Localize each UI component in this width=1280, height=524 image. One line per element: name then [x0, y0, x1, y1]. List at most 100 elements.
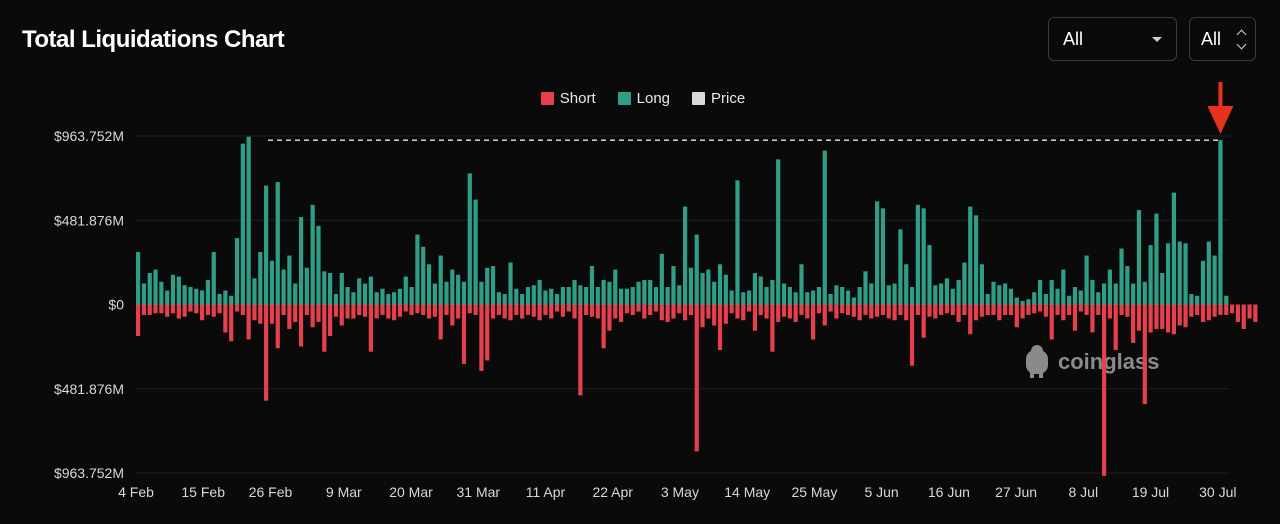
- bar-short-10[interactable]: [194, 304, 199, 314]
- bar-long-142[interactable]: [962, 262, 967, 305]
- bar-short-81[interactable]: [607, 304, 612, 331]
- bar-short-180[interactable]: [1183, 304, 1188, 328]
- bar-long-128[interactable]: [880, 208, 886, 305]
- bar-long-21[interactable]: [258, 252, 263, 305]
- bar-short-171[interactable]: [1131, 304, 1136, 343]
- bar-short-156[interactable]: [1043, 304, 1048, 317]
- bar-short-8[interactable]: [182, 304, 187, 317]
- bar-short-86[interactable]: [636, 304, 641, 312]
- bar-long-28[interactable]: [298, 217, 304, 305]
- bar-short-54[interactable]: [450, 304, 455, 326]
- bar-long-18[interactable]: [240, 143, 245, 305]
- bar-short-33[interactable]: [328, 304, 333, 336]
- bar-long-124[interactable]: [857, 287, 862, 305]
- bar-long-122[interactable]: [845, 290, 851, 305]
- bar-short-112[interactable]: [787, 304, 792, 319]
- bar-short-14[interactable]: [217, 304, 222, 314]
- bar-long-98[interactable]: [706, 269, 711, 305]
- bar-short-104[interactable]: [741, 304, 746, 321]
- bar-long-84[interactable]: [624, 288, 629, 305]
- bar-short-109[interactable]: [770, 304, 775, 352]
- bar-long-63[interactable]: [502, 294, 507, 305]
- bar-short-132[interactable]: [904, 304, 909, 321]
- bar-long-64[interactable]: [508, 262, 513, 305]
- bar-long-173[interactable]: [1142, 281, 1147, 305]
- bar-long-139[interactable]: [944, 278, 950, 305]
- bar-short-40[interactable]: [368, 304, 373, 352]
- bar-long-65[interactable]: [514, 288, 519, 305]
- bar-short-23[interactable]: [269, 304, 275, 324]
- bar-long-101[interactable]: [723, 274, 728, 305]
- bar-short-47[interactable]: [409, 304, 414, 315]
- bar-short-9[interactable]: [188, 304, 193, 312]
- bar-long-183[interactable]: [1200, 260, 1206, 305]
- bar-long-164[interactable]: [1090, 280, 1095, 305]
- bar-long-15[interactable]: [223, 290, 228, 305]
- bar-long-159[interactable]: [1061, 269, 1066, 305]
- bar-long-158[interactable]: [1055, 288, 1060, 305]
- bar-long-47[interactable]: [409, 287, 414, 305]
- bar-short-42[interactable]: [380, 304, 385, 315]
- bar-long-123[interactable]: [851, 297, 856, 305]
- bar-long-36[interactable]: [345, 287, 350, 305]
- legend-item-short[interactable]: Short: [540, 90, 596, 107]
- bar-short-103[interactable]: [735, 304, 740, 319]
- bar-short-178[interactable]: [1171, 304, 1176, 335]
- bar-long-27[interactable]: [293, 283, 298, 305]
- bar-short-68[interactable]: [531, 304, 536, 317]
- bar-short-69[interactable]: [537, 304, 542, 321]
- bar-short-43[interactable]: [386, 304, 391, 319]
- bar-short-41[interactable]: [374, 304, 379, 319]
- bar-long-75[interactable]: [572, 280, 577, 305]
- bar-long-106[interactable]: [752, 273, 758, 305]
- bar-short-92[interactable]: [671, 304, 676, 319]
- bar-long-134[interactable]: [915, 204, 920, 305]
- bar-long-80[interactable]: [601, 280, 606, 305]
- bar-short-124[interactable]: [857, 304, 862, 321]
- bar-short-25[interactable]: [281, 304, 286, 315]
- bar-short-108[interactable]: [764, 304, 769, 319]
- bar-short-128[interactable]: [880, 304, 886, 315]
- bar-short-94[interactable]: [683, 304, 688, 321]
- bar-long-81[interactable]: [607, 281, 612, 305]
- bar-short-182[interactable]: [1195, 304, 1200, 315]
- bar-long-42[interactable]: [380, 288, 385, 305]
- bar-short-36[interactable]: [345, 304, 350, 319]
- bar-long-52[interactable]: [438, 255, 443, 305]
- bar-short-121[interactable]: [840, 304, 845, 314]
- bar-long-60[interactable]: [485, 267, 490, 305]
- bar-short-125[interactable]: [863, 304, 868, 315]
- bar-long-153[interactable]: [1026, 299, 1031, 305]
- bar-long-107[interactable]: [758, 276, 763, 305]
- bar-long-141[interactable]: [956, 280, 961, 305]
- bar-short-152[interactable]: [1020, 304, 1025, 319]
- bar-short-18[interactable]: [240, 304, 245, 315]
- bar-long-66[interactable]: [520, 294, 525, 305]
- bar-long-135[interactable]: [921, 208, 926, 305]
- bar-long-32[interactable]: [322, 271, 327, 305]
- bar-short-113[interactable]: [793, 304, 798, 322]
- bar-short-28[interactable]: [298, 304, 304, 347]
- bar-long-116[interactable]: [811, 290, 816, 305]
- bar-long-133[interactable]: [909, 287, 915, 305]
- bar-long-73[interactable]: [560, 287, 565, 305]
- bar-short-70[interactable]: [543, 304, 548, 315]
- bar-short-143[interactable]: [968, 304, 973, 335]
- bar-short-159[interactable]: [1061, 304, 1066, 321]
- bar-short-27[interactable]: [293, 304, 298, 322]
- bar-short-90[interactable]: [659, 304, 664, 321]
- bar-short-5[interactable]: [165, 304, 170, 317]
- bar-short-147[interactable]: [991, 304, 996, 315]
- bar-short-183[interactable]: [1200, 304, 1206, 322]
- bar-short-88[interactable]: [648, 304, 653, 315]
- bar-short-6[interactable]: [170, 304, 176, 314]
- bar-long-185[interactable]: [1212, 255, 1217, 305]
- bar-short-169[interactable]: [1119, 304, 1124, 315]
- bar-long-97[interactable]: [700, 273, 705, 305]
- bar-long-152[interactable]: [1020, 301, 1025, 305]
- bar-long-76[interactable]: [578, 285, 583, 305]
- bar-short-89[interactable]: [653, 304, 659, 312]
- bar-long-130[interactable]: [892, 283, 897, 305]
- bar-long-30[interactable]: [310, 204, 315, 305]
- bar-short-16[interactable]: [229, 304, 234, 342]
